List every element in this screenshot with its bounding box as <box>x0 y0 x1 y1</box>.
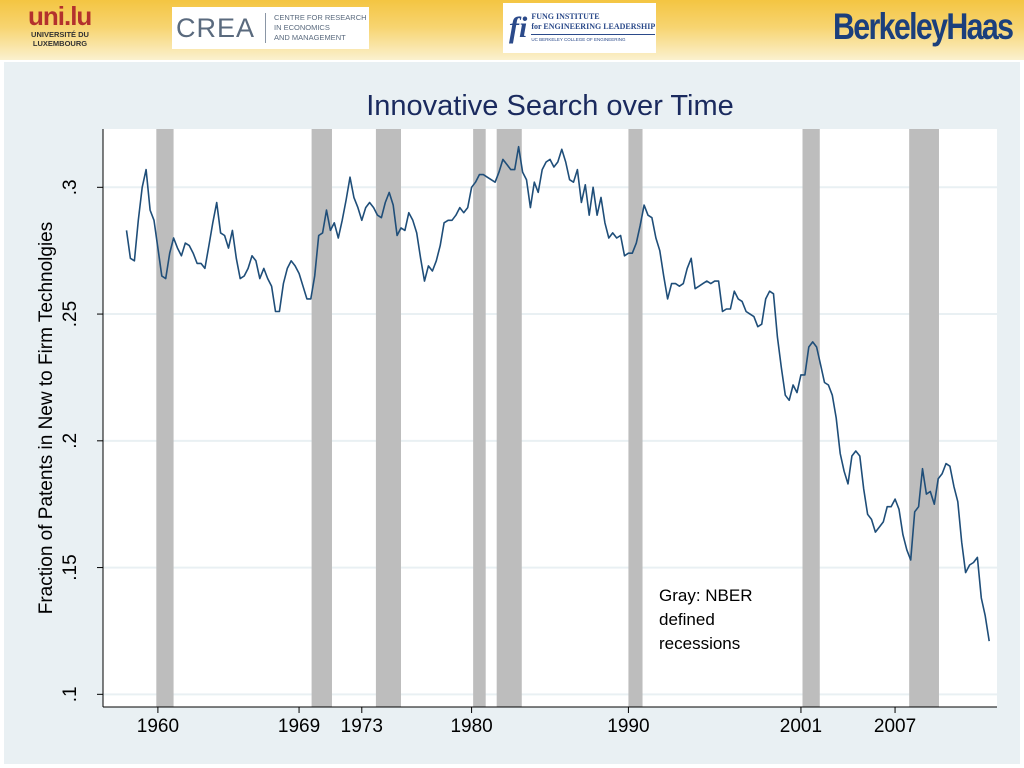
fung-mark: fi <box>509 11 528 44</box>
recession-band-2 <box>375 129 401 707</box>
x-tick-label-5: 2001 <box>780 716 822 737</box>
annotation-line-2: recessions <box>659 634 740 653</box>
fung-line2: for ENGINEERING LEADERSHIP <box>531 22 656 31</box>
x-tick-label-1: 1969 <box>278 716 320 737</box>
recession-band-3 <box>473 129 486 707</box>
x-tick-label-6: 2007 <box>874 716 916 737</box>
x-tick-label-4: 1990 <box>607 716 649 737</box>
crea-divider <box>265 13 267 43</box>
y-tick-label-2: .2 <box>60 433 81 449</box>
crea-logo: CREA CENTRE FOR RESEARCH IN ECONOMICS AN… <box>172 7 369 49</box>
fung-text: FUNG INSTITUTE for ENGINEERING LEADERSHI… <box>531 12 656 44</box>
y-tick-label-1: .15 <box>60 554 81 580</box>
recession-band-5 <box>628 129 643 707</box>
recession-bands <box>156 129 939 707</box>
fung-institute-logo: fi FUNG INSTITUTE for ENGINEERING LEADER… <box>503 3 656 53</box>
annotation-line-1: defined <box>659 610 715 629</box>
x-tick-label-0: 1960 <box>137 716 179 737</box>
recession-band-4 <box>496 129 522 707</box>
recession-band-6 <box>802 129 820 707</box>
x-tick-label-2: 1973 <box>341 716 383 737</box>
crea-word: CREA <box>176 12 256 43</box>
berkeley-haas-logo: BerkeleyHaas <box>833 6 1014 47</box>
y-tick-label-4: .3 <box>60 179 81 195</box>
y-tick-label-0: .1 <box>60 686 81 702</box>
fung-line1: FUNG INSTITUTE <box>531 12 600 21</box>
chart-title: Innovative Search over Time <box>366 90 734 122</box>
recession-band-7 <box>909 129 939 707</box>
recession-band-0 <box>156 129 174 707</box>
gridlines <box>103 186 997 696</box>
crea-subtitle: CENTRE FOR RESEARCH IN ECONOMICS AND MAN… <box>274 13 367 42</box>
recession-annotation: Gray: NBER defined recessions <box>659 586 753 653</box>
uni-lu-line2: LUXEMBOURG <box>32 39 88 48</box>
plot-area <box>103 129 997 707</box>
series-line <box>125 145 990 642</box>
annotation-line-0: Gray: NBER <box>659 586 753 605</box>
y-tick-label-3: .25 <box>60 301 81 327</box>
uni-lu-logo: uni.lu UNIVERSITÉ DU LUXEMBOURG <box>22 2 98 58</box>
tick-labels: .1 .15 .2 .25 .3 1960 1969 1973 1980 1990 2001 2007 <box>60 179 916 737</box>
uni-lu-mark: uni.lu <box>28 1 92 31</box>
header-banner: uni.lu UNIVERSITÉ DU LUXEMBOURG CREA CEN… <box>0 0 1024 60</box>
recession-band-1 <box>311 129 332 707</box>
fung-line3: UC BERKELEY COLLEGE OF ENGINEERING <box>531 34 656 44</box>
x-tick-label-3: 1980 <box>450 716 492 737</box>
axes <box>97 129 997 713</box>
y-axis-label: Fraction of Patents in New to Firm Techn… <box>36 222 57 615</box>
uni-lu-line1: UNIVERSITÉ DU <box>31 30 89 39</box>
